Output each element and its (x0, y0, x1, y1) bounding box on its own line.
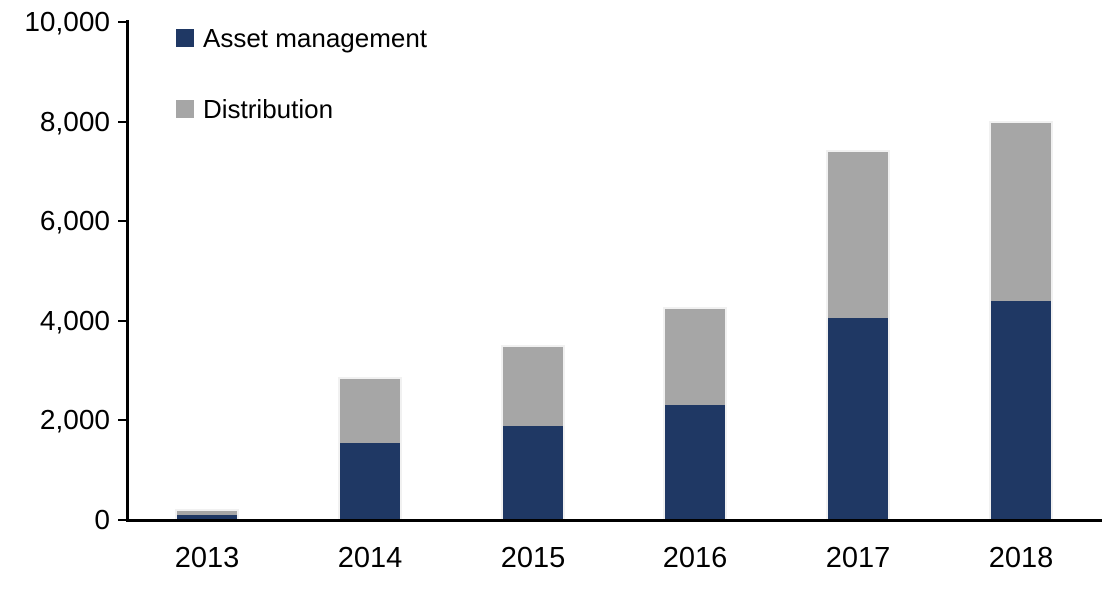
y-tick-mark (118, 419, 126, 422)
bar-stack-2018 (989, 121, 1053, 519)
bar-segment-2018-asset-management (991, 301, 1051, 519)
bar-stack-2017 (826, 150, 890, 519)
y-tick-mark (118, 519, 126, 521)
legend-label-asset-management: Asset management (203, 22, 428, 53)
x-axis-line (126, 519, 1102, 522)
bar-segment-2017-asset-management (828, 318, 888, 519)
x-category-label-2015: 2015 (500, 542, 566, 574)
bar-segment-2015-asset-management (503, 425, 563, 519)
bar-segment-2017-distribution (828, 152, 888, 319)
legend-label-distribution: Distribution (203, 93, 334, 124)
bar-segment-2013-asset-management (177, 515, 237, 519)
y-tick-label: 4,000 (39, 304, 110, 336)
bar-stack-2015 (501, 345, 565, 519)
y-tick-mark (118, 319, 126, 322)
x-category-label-2017: 2017 (825, 542, 891, 574)
y-tick-mark (118, 220, 126, 223)
y-tick-label: 8,000 (39, 105, 110, 137)
bar-stack-2013 (175, 509, 239, 519)
bar-segment-2015-distribution (503, 347, 563, 426)
legend: Asset management Distribution (176, 22, 427, 164)
bar-stack-2016 (663, 307, 727, 519)
bar-stack-2014 (338, 377, 402, 519)
y-tick-mark (118, 21, 126, 23)
x-category-label-2013: 2013 (174, 542, 240, 574)
y-tick-label: 10,000 (24, 6, 110, 37)
y-tick-mark (118, 120, 126, 123)
y-tick-label: 6,000 (39, 205, 110, 237)
bar-segment-2014-asset-management (340, 442, 400, 519)
bar-segment-2016-asset-management (665, 405, 725, 519)
bar-segment-2016-distribution (665, 309, 725, 406)
legend-swatch-distribution (176, 100, 194, 118)
y-tick-label: 0 (94, 504, 110, 535)
legend-item-distribution: Distribution (176, 93, 427, 125)
y-tick-label: 2,000 (39, 404, 110, 436)
x-category-label-2018: 2018 (988, 542, 1054, 574)
legend-item-asset-management: Asset management (176, 22, 427, 54)
x-category-label-2016: 2016 (662, 542, 728, 574)
y-axis-line (126, 20, 129, 521)
bar-segment-2013-distribution (177, 511, 237, 515)
bar-segment-2014-distribution (340, 379, 400, 443)
legend-swatch-asset-management (176, 29, 194, 47)
bar-segment-2018-distribution (991, 123, 1051, 302)
x-category-label-2014: 2014 (337, 542, 403, 574)
